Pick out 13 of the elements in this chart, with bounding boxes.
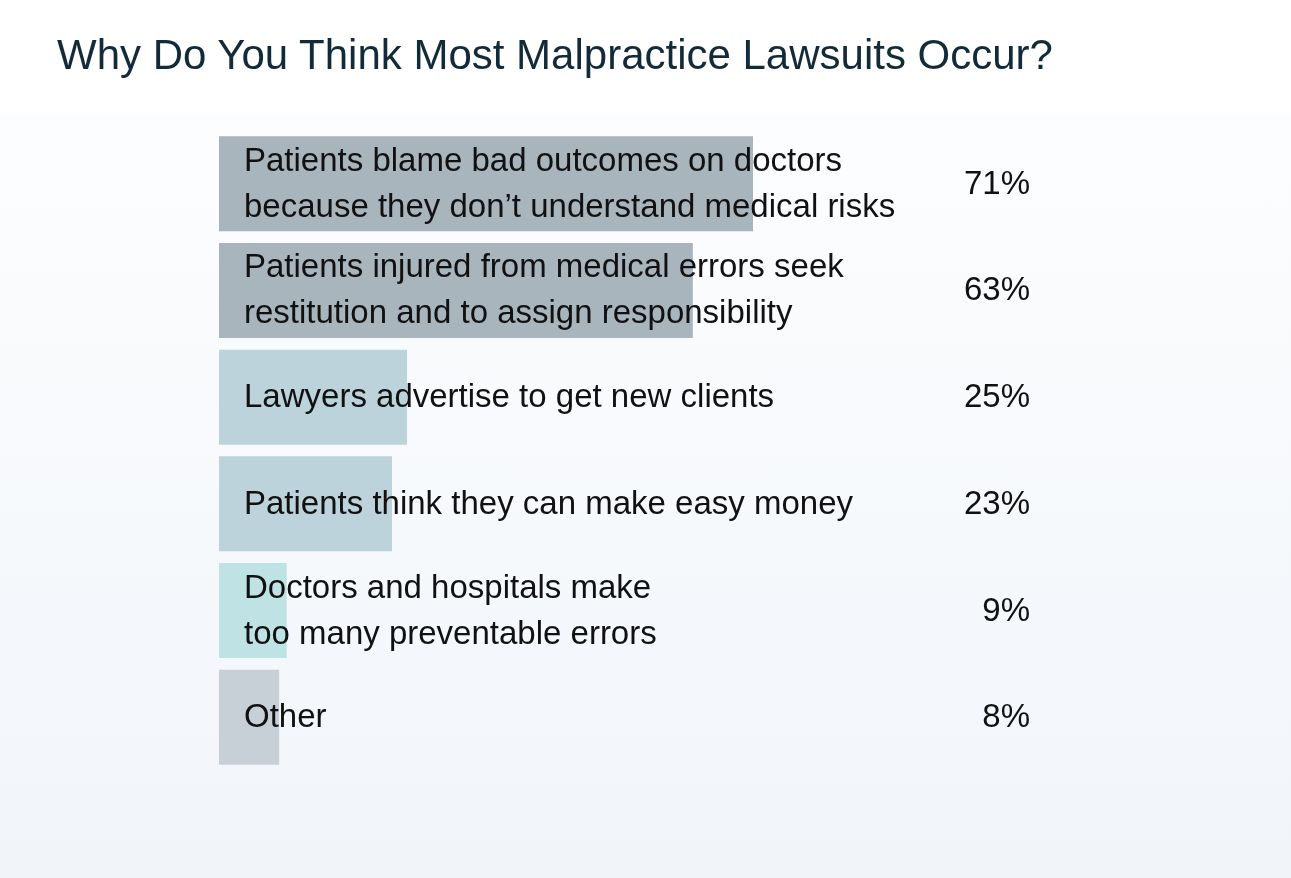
- chart-title: Why Do You Think Most Malpractice Lawsuits Occur?: [57, 31, 1053, 78]
- y-tick-label: Doctors and hospitals make too many preventable errors: [244, 567, 657, 651]
- y-tick-label: Other: [244, 697, 327, 735]
- data-label: 9%: [982, 590, 1030, 628]
- y-tick-label: Patients blame bad outcomes on doctors because they don’t understand medical risks: [244, 140, 896, 224]
- y-tick-label: Patients injured from medical errors seek restitution and to assign responsibility: [244, 247, 845, 331]
- data-label: 63%: [963, 270, 1030, 308]
- y-tick-label: Patients think they can make easy money: [244, 483, 854, 521]
- data-label: 25%: [963, 377, 1030, 415]
- data-label: 23%: [963, 483, 1030, 521]
- data-label: 8%: [982, 697, 1030, 735]
- y-tick-label: Lawyers advertise to get new clients: [244, 377, 775, 415]
- data-label: 71%: [963, 163, 1030, 201]
